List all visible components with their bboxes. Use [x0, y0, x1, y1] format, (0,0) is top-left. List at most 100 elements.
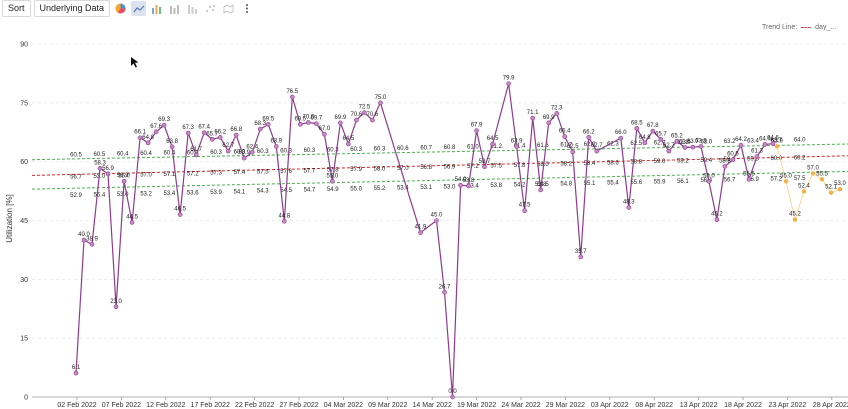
- data-label: 40.0: [78, 232, 90, 238]
- data-label: 61.7: [190, 147, 202, 153]
- forecast-label: 55.5: [816, 171, 828, 177]
- data-label: 56.9: [102, 166, 114, 172]
- series-gap-line: [596, 137, 622, 152]
- data-point: [185, 130, 191, 136]
- data-label: 64.4: [759, 136, 771, 142]
- y-tick-label: 0: [24, 395, 28, 402]
- stacked-bar-icon[interactable]: [185, 1, 200, 16]
- data-label: 63.7: [687, 139, 699, 145]
- data-label: 64.8: [639, 135, 651, 141]
- trend-value-label: 58.8: [630, 160, 642, 166]
- trend-value-label: 55.9: [654, 179, 666, 185]
- data-label: 45.0: [431, 213, 443, 219]
- trend-value-label: 53.4: [164, 191, 176, 197]
- column-chart-icon[interactable]: [167, 1, 182, 16]
- data-label: 69.7: [311, 116, 323, 122]
- trend-value-label: 53.4: [467, 184, 479, 190]
- data-point: [538, 187, 543, 193]
- data-point: [466, 183, 471, 189]
- y-tick-label: 45: [20, 218, 28, 225]
- data-point: [273, 144, 279, 149]
- trend-value-label: 60.3: [327, 147, 339, 153]
- data-point: [225, 148, 231, 154]
- forecast-label: 57.0: [807, 165, 819, 171]
- utilization-series: 6.140.038.958.356.923.055.044.566.164.86…: [72, 76, 779, 400]
- trend-line-mean: [31, 155, 848, 176]
- trend-value-label: 61.0: [467, 144, 479, 150]
- series-line: [435, 130, 494, 398]
- trend-value-label: 62.0: [584, 142, 596, 148]
- y-tick-label: 60: [20, 159, 28, 166]
- trend-value-label: 56.4: [94, 193, 106, 199]
- sort-button[interactable]: Sort: [2, 0, 31, 17]
- data-point: [522, 208, 527, 213]
- trend-value-label: 60.7: [420, 145, 432, 151]
- trend-value-label: 59.4: [700, 158, 712, 164]
- data-label: 75.0: [375, 95, 387, 101]
- data-label: 62.4: [246, 144, 258, 150]
- data-point: [177, 212, 183, 217]
- data-point: [161, 122, 167, 128]
- data-label: 62.7: [663, 143, 675, 149]
- trend-value-label: 57.6: [280, 169, 292, 175]
- forecast-label: 53.0: [834, 181, 846, 187]
- data-label: 61.3: [751, 149, 763, 155]
- bar-chart-icon[interactable]: [149, 1, 164, 16]
- trend-value-label: 55.0: [350, 187, 362, 193]
- data-label: 41.9: [415, 225, 427, 231]
- data-point: [754, 154, 760, 159]
- trend-value-label: 60.2: [794, 155, 806, 161]
- data-label: 62.7: [222, 143, 234, 149]
- x-tick-label: 27 Feb 2022: [279, 402, 318, 409]
- data-label: 60.5: [727, 152, 739, 158]
- x-tick-label: 03 Apr 2022: [591, 402, 629, 409]
- data-point: [257, 126, 263, 132]
- data-point: [418, 230, 423, 235]
- data-label: 76.5: [286, 89, 298, 95]
- data-point: [634, 126, 640, 131]
- data-point: [73, 370, 79, 376]
- trend-value-label: 60.4: [164, 151, 176, 157]
- trend-value-label: 54.8: [560, 182, 572, 188]
- trend-value-label: 62.7: [654, 140, 666, 146]
- trend-value-label: 60.0: [770, 156, 782, 162]
- trend-value-label: 59.6: [724, 157, 736, 163]
- trend-value-label: 54.9: [327, 187, 339, 193]
- trend-value-label: 53.4: [397, 185, 409, 191]
- data-point: [578, 254, 584, 260]
- more-icon[interactable]: [239, 1, 254, 16]
- data-label: 0.0: [448, 389, 457, 395]
- data-label: 69.9: [543, 115, 555, 121]
- trend-legend-label: Trend Line:: [762, 24, 798, 31]
- data-label: 53.8: [463, 178, 475, 184]
- data-label: 66.2: [214, 129, 226, 135]
- data-point: [658, 137, 664, 142]
- data-label: 44.5: [126, 214, 138, 220]
- pie-chart-icon[interactable]: [113, 1, 128, 16]
- data-point: [562, 134, 568, 139]
- data-point: [690, 144, 696, 150]
- x-tick-label: 18 Apr 2022: [724, 402, 762, 409]
- data-label: 55.0: [118, 173, 130, 179]
- trend-value-label: 56.4: [700, 178, 712, 184]
- scatter-icon[interactable]: [203, 1, 218, 16]
- forecast-label: 63.9: [771, 138, 783, 144]
- trend-value-label: 56.7: [724, 178, 736, 184]
- data-point: [618, 135, 624, 141]
- data-label: 26.7: [439, 284, 451, 290]
- trend-value-label: 55.4: [607, 180, 619, 186]
- trend-value-label: 61.4: [514, 143, 526, 149]
- underlying-data-button[interactable]: Underlying Data: [33, 0, 111, 17]
- x-tick-label: 23 Apr 2022: [769, 402, 807, 409]
- data-label: 54.0: [455, 177, 467, 183]
- data-point: [514, 144, 519, 149]
- data-point: [434, 218, 439, 223]
- trend-value-label: 58.0: [374, 166, 386, 172]
- trend-value-label: 57.5: [257, 169, 269, 175]
- line-chart-icon[interactable]: [131, 1, 147, 16]
- axes: 0 15 30 45 60 75 90 Utilization [%] 02 Feb 2022 0…: [5, 42, 848, 409]
- data-point: [762, 142, 768, 147]
- trend-value-label: 57.0: [140, 173, 152, 179]
- trend-value-label: 54.1: [234, 189, 246, 195]
- map-icon[interactable]: [221, 1, 236, 16]
